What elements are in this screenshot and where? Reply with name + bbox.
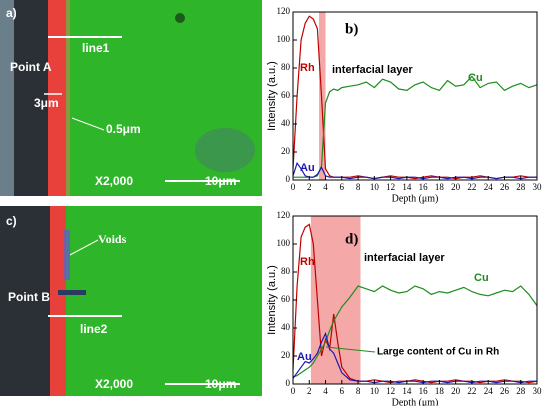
series-label: Cu [468, 72, 483, 84]
voids [58, 290, 86, 295]
dim-pointer [71, 117, 105, 131]
pointer [325, 346, 376, 353]
x-tick-label: 22 [467, 182, 476, 192]
y-tick-label: 40 [281, 322, 291, 332]
x-tick-label: 6 [340, 182, 345, 192]
voids [64, 230, 70, 280]
point-label: Point A [10, 60, 52, 74]
x-tick-label: 26 [500, 182, 510, 192]
pointer [69, 239, 99, 256]
dim-label: 3μm [34, 96, 59, 110]
x-tick-label: 14 [402, 182, 412, 192]
panel-label: c) [6, 214, 17, 228]
plot-frame [292, 11, 538, 181]
series-label: Cu [474, 272, 489, 284]
series-line [292, 285, 538, 378]
y-tick-label: 60 [281, 90, 291, 100]
x-tick-label: 12 [386, 182, 395, 192]
y-tick-label: 0 [286, 174, 291, 184]
point-label: Point B [8, 290, 50, 304]
y-tick-label: 60 [281, 294, 291, 304]
rh-layer [50, 206, 66, 396]
x-tick-label: 0 [291, 386, 296, 396]
mount-region [0, 206, 50, 396]
x-tick-label: 6 [340, 386, 345, 396]
x-tick-label: 18 [435, 386, 445, 396]
x-tick-label: 2 [307, 386, 312, 396]
y-tick-label: 120 [277, 6, 291, 16]
annotation: interfacial layer [332, 64, 413, 76]
y-axis-title: Intensity (a.u.) [266, 61, 278, 131]
x-tick-label: 10 [370, 386, 380, 396]
x-tick-label: 26 [500, 386, 510, 396]
x-tick-label: 20 [451, 182, 461, 192]
x-tick-label: 28 [516, 386, 526, 396]
x-tick-label: 10 [370, 182, 380, 192]
panel-label: d) [345, 231, 358, 247]
interface [66, 0, 70, 196]
rh-layer [48, 0, 66, 196]
y-tick-label: 40 [281, 118, 291, 128]
scale-label: 10μm [205, 377, 236, 391]
void [175, 13, 185, 23]
highlight-band [319, 12, 326, 180]
x-tick-label: 8 [356, 386, 361, 396]
y-tick-label: 100 [277, 34, 291, 44]
micrograph-a: a) line1 Point A 3μm 0.5μm X2,000 10μm [0, 0, 262, 196]
y-tick-label: 80 [281, 266, 291, 276]
panel-label: b) [345, 21, 358, 37]
x-tick-label: 2 [307, 182, 312, 192]
series-label: Au [300, 162, 315, 174]
x-tick-label: 4 [323, 182, 328, 192]
x-tick-label: 30 [533, 386, 543, 396]
x-tick-label: 24 [484, 182, 494, 192]
series-label: Rh [300, 62, 315, 74]
scale-label: 10μm [205, 174, 236, 188]
magnification: X2,000 [95, 377, 133, 391]
chart: 0 2 4 6 8 10 12 14 16 18 20 22 24 26 28 300204060801001… [266, 6, 542, 204]
line-label: line1 [82, 41, 110, 55]
y-tick-label: 0 [286, 378, 291, 388]
dim-label: 0.5μm [106, 122, 141, 136]
micrograph-c: c) Voids Point B line2 X2,000 10μm [0, 206, 262, 396]
y-tick-label: 20 [281, 350, 291, 360]
magnification: X2,000 [95, 174, 133, 188]
x-tick-label: 24 [484, 386, 494, 396]
stain [195, 128, 255, 172]
highlight-band [310, 216, 361, 384]
y-tick-label: 80 [281, 62, 291, 72]
x-tick-label: 22 [467, 386, 476, 396]
series-label: Au [297, 351, 312, 363]
x-tick-label: 30 [533, 182, 543, 192]
x-tick-label: 0 [291, 182, 296, 192]
x-axis-title: Depth (μm) [392, 397, 439, 406]
x-axis-title: Depth (μm) [392, 193, 439, 204]
x-tick-label: 8 [356, 182, 361, 192]
annotation: Large content of Cu in Rh [377, 347, 499, 358]
x-tick-label: 12 [386, 386, 395, 396]
y-tick-label: 100 [277, 238, 291, 248]
mount-edge [0, 0, 14, 196]
annotation: Voids [98, 232, 127, 246]
x-tick-label: 14 [402, 386, 412, 396]
x-tick-label: 4 [323, 386, 328, 396]
series-line [293, 75, 538, 178]
x-tick-label: 16 [419, 182, 429, 192]
x-tick-label: 16 [419, 386, 429, 396]
x-tick-label: 20 [451, 386, 461, 396]
y-tick-label: 20 [281, 146, 291, 156]
x-tick-label: 28 [516, 182, 526, 192]
y-axis-title: Intensity (a.u.) [266, 265, 278, 335]
chart: 0 2 4 6 8 10 12 14 16 18 20 22 24 26 28 300204060801001… [266, 210, 542, 406]
chart-labels: b) interfacial layer Rh Cu Au d) interfa… [297, 21, 499, 362]
x-tick-label: 18 [435, 182, 445, 192]
panel-label: a) [6, 6, 17, 20]
y-tick-label: 120 [277, 210, 291, 220]
line-label: line2 [80, 322, 108, 336]
annotation: interfacial layer [364, 252, 445, 264]
series-line [292, 15, 537, 180]
series-label: Rh [300, 256, 315, 268]
